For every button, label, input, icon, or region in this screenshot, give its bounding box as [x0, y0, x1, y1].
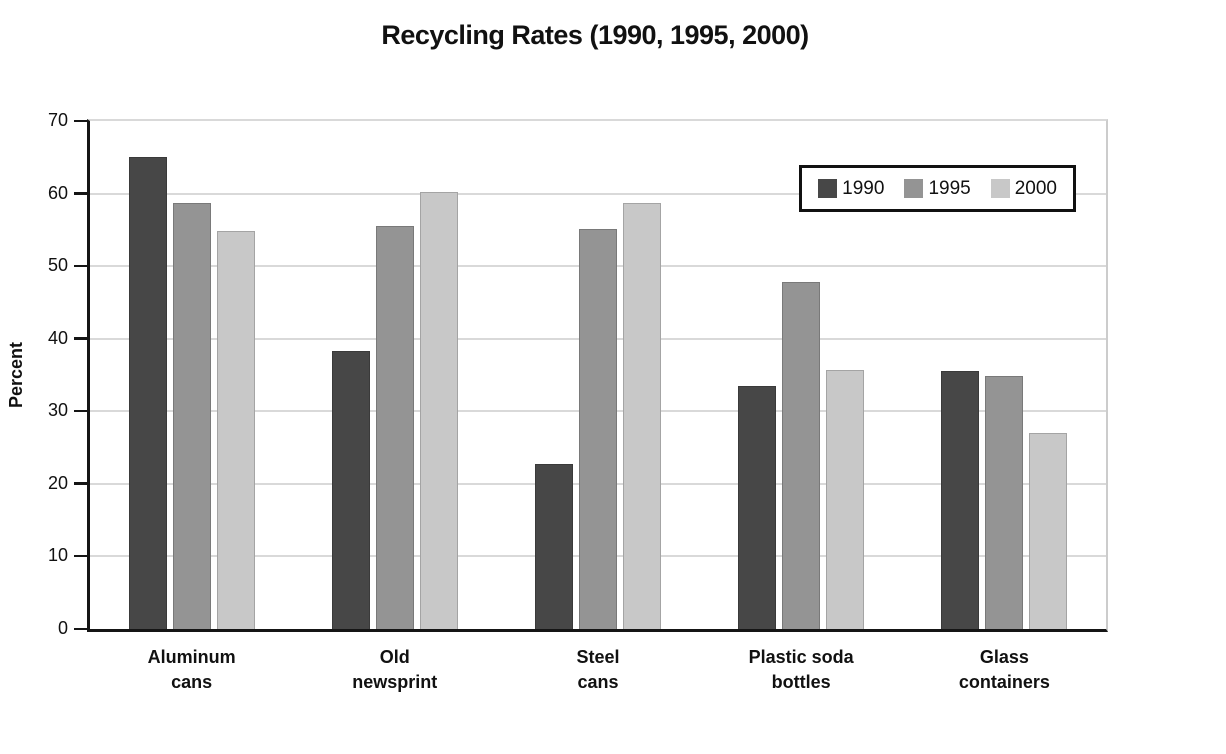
bar-1990-category-4: [738, 385, 777, 629]
y-tick-label-0: 0: [57, 618, 68, 638]
bar-group-2: [331, 121, 458, 629]
y-tick-0: [74, 627, 87, 630]
legend-item-1995: 1995: [904, 178, 971, 199]
bar-1995-category-2: [375, 225, 414, 629]
legend-swatch-1995: [904, 179, 924, 198]
bar-1990-category-1: [128, 157, 167, 629]
bar-2000-category-1: [216, 231, 255, 629]
bar-1995-category-5: [985, 376, 1024, 629]
y-tick-60: [74, 192, 87, 195]
x-category-label-3: Steel cans: [576, 647, 620, 693]
y-tick-label-10: 10: [47, 545, 68, 566]
bar-2000-category-3: [622, 203, 661, 629]
y-tick-label-20: 20: [47, 472, 68, 493]
bar-1990-category-2: [331, 351, 370, 629]
bar-1990-category-3: [534, 464, 573, 629]
bar-group-4: [738, 121, 865, 629]
bar-2000-category-2: [419, 192, 458, 629]
bar-groups: [90, 121, 1106, 629]
x-category-label-4: Plastic soda bottles: [748, 647, 854, 693]
legend-label-1995: 1995: [928, 178, 971, 199]
x-category-label-5: Glass containers: [958, 647, 1050, 693]
bar-group-5: [941, 121, 1068, 629]
y-tick-label-30: 30: [47, 400, 68, 421]
x-category-label-1: Aluminum cans: [147, 647, 236, 693]
bar-1995-category-3: [578, 229, 617, 629]
plot-area: Percent 0 10 20 30 40 50 60 70 1990 1995 2000 Alu…: [6, 111, 1108, 692]
legend: 1990 1995 2000: [799, 165, 1076, 212]
y-tick-label-50: 50: [47, 255, 68, 276]
bar-2000-category-4: [826, 369, 865, 629]
y-tick-70: [74, 119, 87, 122]
y-tick-50: [74, 264, 87, 268]
legend-swatch-1990: [818, 179, 838, 198]
y-tick-label-60: 60: [47, 182, 68, 203]
bar-1995-category-1: [172, 203, 211, 629]
legend-swatch-2000: [990, 179, 1010, 198]
bar-1990-category-5: [941, 371, 980, 629]
bar-1995-category-4: [782, 282, 821, 629]
y-tick-40: [74, 337, 87, 340]
y-axis-label: Percent: [6, 341, 26, 409]
bar-2000-category-5: [1029, 433, 1068, 629]
legend-item-1990: 1990: [818, 179, 884, 198]
x-axis-labels: Aluminum cans Old newsprint Steel cans Plas…: [90, 645, 1106, 695]
legend-label-1990: 1990: [842, 178, 885, 199]
x-category-label-2: Old newsprint: [352, 647, 438, 693]
bar-group-1: [128, 121, 255, 629]
gridline-60: [90, 192, 1106, 195]
y-tick-30: [74, 409, 87, 413]
legend-label-2000: 2000: [1014, 178, 1057, 199]
y-tick-label-70: 70: [47, 110, 68, 130]
y-tick-10: [74, 554, 87, 558]
y-tick-20: [74, 482, 87, 485]
y-tick-label-40: 40: [47, 327, 68, 348]
bar-group-3: [534, 121, 661, 629]
legend-item-2000: 2000: [990, 178, 1057, 199]
chart-title: Recycling Rates (1990, 1995, 2000): [381, 20, 809, 50]
